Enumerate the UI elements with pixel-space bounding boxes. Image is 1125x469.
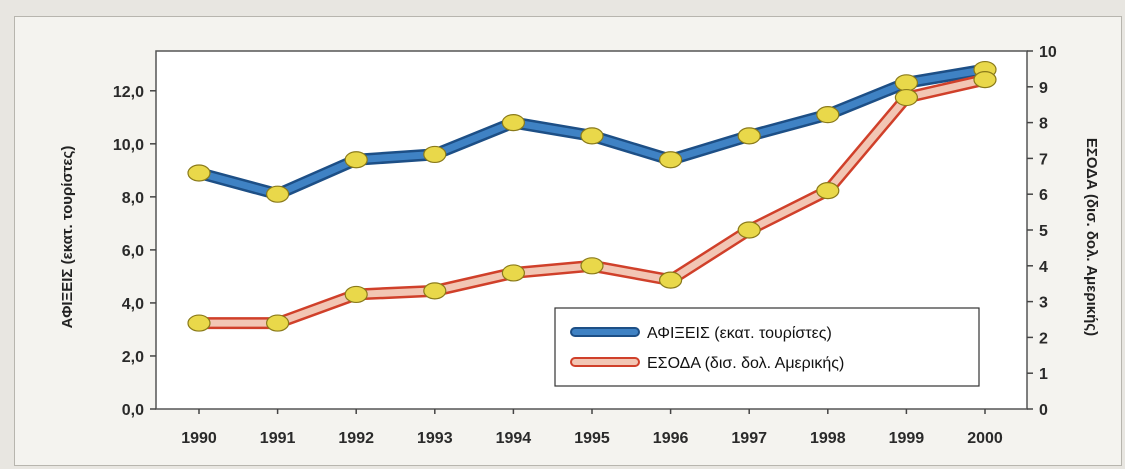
series-layer — [187, 60, 997, 332]
data-point — [344, 285, 368, 304]
data-point — [816, 182, 840, 200]
x-tick-label: 1995 — [574, 430, 610, 447]
x-tick-label: 1996 — [653, 430, 689, 447]
y-left-axis-title: ΑΦΙΞΕΙΣ (εκατ. τουρίστες) — [59, 146, 76, 329]
data-point — [658, 271, 683, 289]
data-point — [501, 113, 525, 132]
y-right-tick-label: 8 — [1039, 116, 1048, 133]
x-tick-label: 1997 — [731, 430, 767, 447]
data-point — [737, 127, 761, 145]
series-arrivals — [187, 60, 997, 203]
legend-box — [554, 307, 980, 387]
data-point — [266, 314, 290, 332]
data-point — [894, 74, 919, 92]
data-point — [658, 151, 683, 169]
x-tick-label: 1994 — [496, 430, 532, 447]
data-point — [187, 164, 211, 182]
x-axis: 1990 1991 1992 1993 1994 1995 1996 1997 1998 1999… — [181, 409, 1003, 447]
x-tick-label: 1999 — [889, 430, 925, 447]
y-left-tick-label: 0,0 — [122, 402, 144, 419]
x-tick-label: 2000 — [967, 430, 1003, 447]
data-point — [580, 127, 604, 145]
data-point — [423, 282, 447, 300]
data-point — [344, 151, 368, 169]
y-left-tick-label: 12,0 — [113, 84, 144, 101]
data-point — [816, 106, 840, 124]
legend-label-revenue: ΕΣΟΔΑ (δισ. δολ. Αμερικής) — [647, 355, 844, 372]
x-tick-label: 1991 — [260, 430, 296, 447]
data-point — [973, 71, 997, 89]
data-point — [894, 88, 919, 107]
y-right-tick-label: 9 — [1039, 80, 1048, 97]
y-right-tick-label: 3 — [1039, 295, 1048, 312]
y-left-tick-label: 8,0 — [122, 190, 144, 207]
y-right-tick-label: 2 — [1039, 330, 1048, 347]
right-axis: 0 1 2 3 4 5 6 7 8 9 10 — [1027, 44, 1057, 419]
y-right-tick-label: 1 — [1039, 366, 1048, 383]
data-point — [580, 257, 604, 275]
legend: ΑΦΙΞΕΙΣ (εκατ. τουρίστες) ΕΣΟΔΑ (δισ. δο… — [554, 307, 980, 387]
x-tick-label: 1998 — [810, 430, 846, 447]
y-left-tick-label: 4,0 — [122, 296, 144, 313]
y-right-axis-title: ΕΣΟΔΑ (δισ. δολ. Αμερικής) — [1083, 138, 1100, 336]
x-tick-label: 1992 — [338, 430, 374, 447]
y-right-tick-label: 4 — [1039, 259, 1048, 276]
y-left-tick-label: 6,0 — [122, 243, 144, 260]
y-right-tick-label: 7 — [1039, 151, 1048, 168]
y-right-tick-label: 10 — [1039, 44, 1057, 61]
data-point — [737, 221, 761, 239]
y-left-tick-label: 10,0 — [113, 137, 144, 154]
y-left-tick-label: 2,0 — [122, 349, 144, 366]
legend-label-arrivals: ΑΦΙΞΕΙΣ (εκατ. τουρίστες) — [647, 325, 832, 342]
series-revenue — [187, 71, 997, 332]
y-right-tick-label: 0 — [1039, 402, 1048, 419]
x-tick-label: 1993 — [417, 430, 453, 447]
y-right-tick-label: 6 — [1039, 187, 1048, 204]
data-point — [501, 264, 525, 282]
x-tick-label: 1990 — [181, 430, 217, 447]
data-point — [423, 145, 447, 164]
chart-svg: 0,0 2,0 4,0 6,0 8,0 10,0 12,0 0 1 2 3 4 5 6 7 8 9 10 199… — [59, 44, 1100, 447]
left-axis: 0,0 2,0 4,0 6,0 8,0 10,0 12,0 — [113, 84, 156, 419]
chart-frame: 0,0 2,0 4,0 6,0 8,0 10,0 12,0 0 1 2 3 4 5 6 7 8 9 10 199… — [14, 16, 1122, 466]
data-point — [266, 185, 290, 203]
data-point — [187, 314, 211, 332]
y-right-tick-label: 5 — [1039, 223, 1048, 240]
